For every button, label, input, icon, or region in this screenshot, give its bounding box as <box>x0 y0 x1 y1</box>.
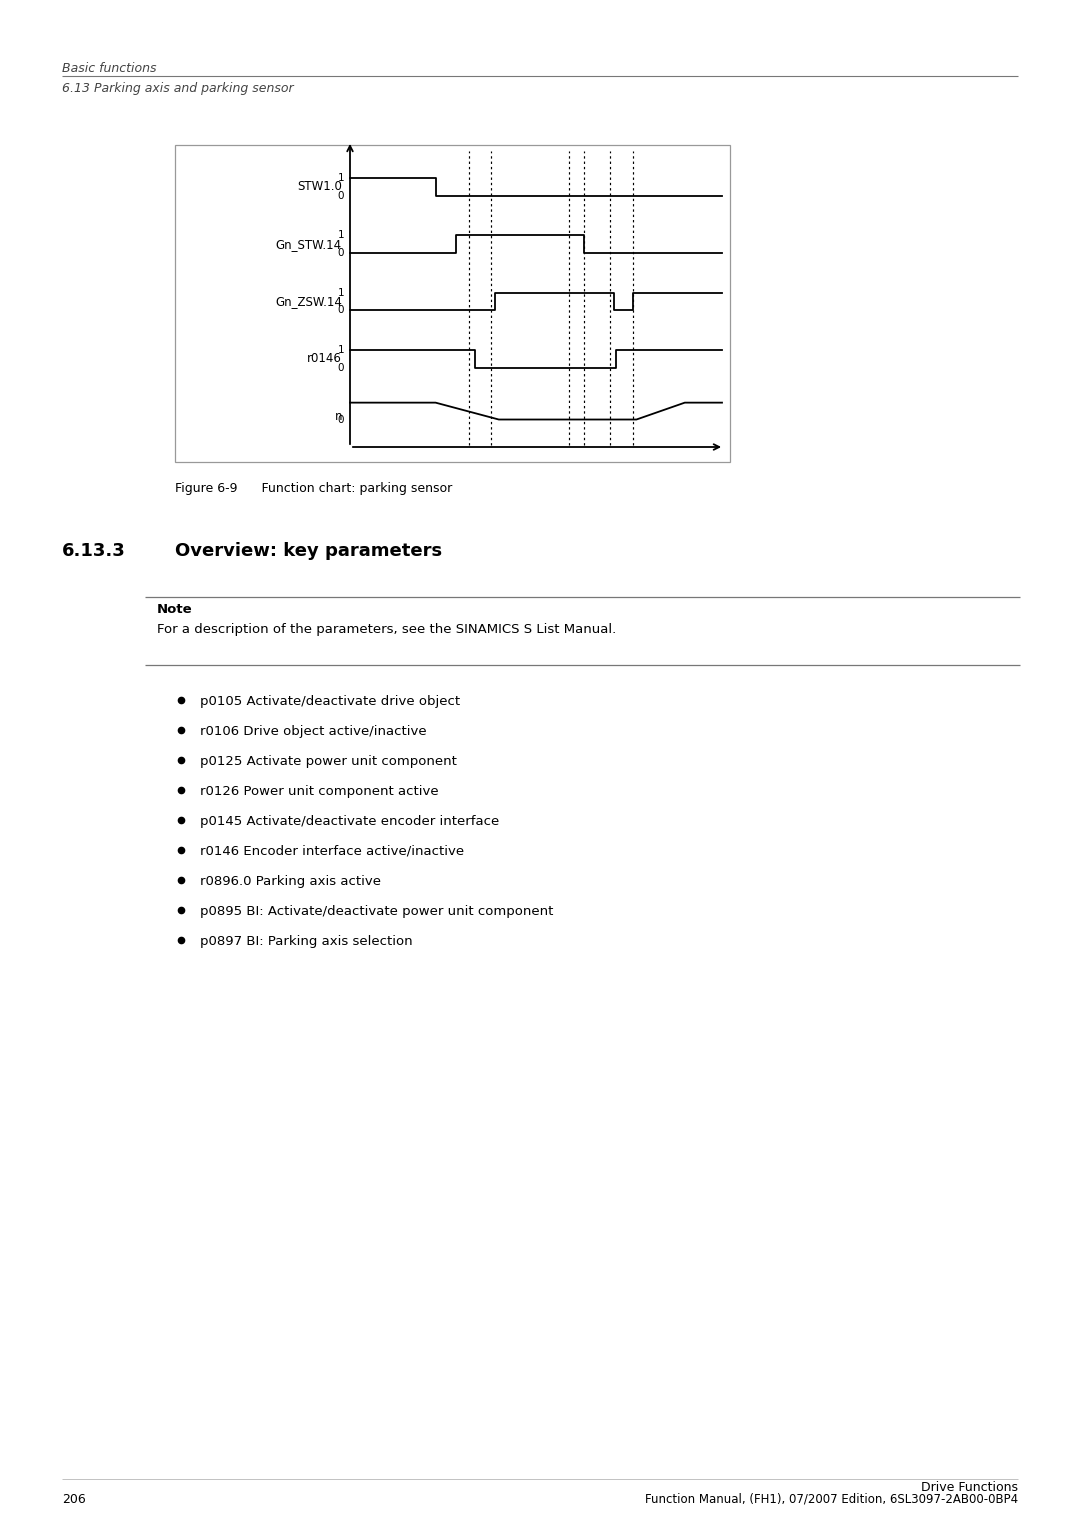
Text: r0896.0 Parking axis active: r0896.0 Parking axis active <box>200 875 381 889</box>
Text: p0105 Activate/deactivate drive object: p0105 Activate/deactivate drive object <box>200 695 460 709</box>
Text: r0146 Encoder interface active/inactive: r0146 Encoder interface active/inactive <box>200 844 464 858</box>
Text: r0146: r0146 <box>307 353 342 365</box>
Text: Drive Functions: Drive Functions <box>921 1481 1018 1493</box>
Text: Overview: key parameters: Overview: key parameters <box>175 542 442 560</box>
Text: 0: 0 <box>337 247 345 258</box>
Text: For a description of the parameters, see the SINAMICS S List Manual.: For a description of the parameters, see… <box>157 623 617 637</box>
Text: r0126 Power unit component active: r0126 Power unit component active <box>200 785 438 799</box>
Text: 0: 0 <box>337 305 345 316</box>
Text: Function Manual, (FH1), 07/2007 Edition, 6SL3097-2AB00-0BP4: Function Manual, (FH1), 07/2007 Edition,… <box>645 1493 1018 1506</box>
Text: p0145 Activate/deactivate encoder interface: p0145 Activate/deactivate encoder interf… <box>200 815 499 828</box>
Text: p0897 BI: Parking axis selection: p0897 BI: Parking axis selection <box>200 935 413 948</box>
Text: STW1.0: STW1.0 <box>297 180 342 194</box>
Text: p0125 Activate power unit component: p0125 Activate power unit component <box>200 754 457 768</box>
Text: p0895 BI: Activate/deactivate power unit component: p0895 BI: Activate/deactivate power unit… <box>200 906 553 918</box>
Text: Gn_STW.14: Gn_STW.14 <box>275 238 342 250</box>
Text: r0106 Drive object active/inactive: r0106 Drive object active/inactive <box>200 725 427 738</box>
Text: 206: 206 <box>62 1493 85 1506</box>
Text: 1: 1 <box>337 231 345 240</box>
Text: Gn_ZSW.14: Gn_ZSW.14 <box>275 295 342 308</box>
Text: 0: 0 <box>337 414 345 425</box>
Bar <box>175 145 730 463</box>
Text: 1: 1 <box>337 287 345 298</box>
Text: 0: 0 <box>337 363 345 373</box>
Text: Basic functions: Basic functions <box>62 63 157 75</box>
Text: 6.13 Parking axis and parking sensor: 6.13 Parking axis and parking sensor <box>62 82 294 95</box>
Text: 0: 0 <box>337 191 345 200</box>
Text: Note: Note <box>157 603 192 615</box>
Text: n: n <box>335 409 342 423</box>
Text: 1: 1 <box>337 345 345 356</box>
Text: 1: 1 <box>337 173 345 183</box>
Text: Figure 6-9      Function chart: parking sensor: Figure 6-9 Function chart: parking senso… <box>175 483 453 495</box>
Text: 6.13.3: 6.13.3 <box>62 542 125 560</box>
